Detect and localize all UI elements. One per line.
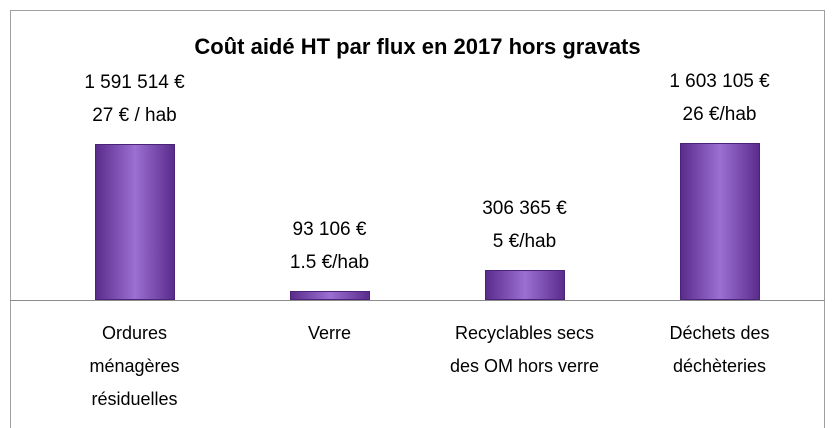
bar	[94, 144, 175, 300]
per-capita-label: 1.5 €/hab	[289, 251, 370, 273]
chart-title: Coût aidé HT par flux en 2017 hors grava…	[194, 34, 641, 59]
per-capita-label: 5 €/hab	[492, 230, 557, 252]
value-label: 1 591 514 €	[84, 72, 185, 94]
chart-frame	[10, 10, 825, 428]
value-label: 1 603 105 €	[669, 71, 770, 92]
bar	[679, 143, 760, 300]
category-label: Ordures ménagères résiduelles	[89, 323, 180, 409]
bar	[289, 290, 370, 300]
per-capita-label: 26 €/hab	[682, 104, 757, 125]
value-label: 306 365 €	[482, 197, 567, 219]
per-capita-label: 27 € / hab	[92, 105, 177, 127]
category-label: Recyclables secs des OM hors verre	[449, 323, 600, 376]
baseline	[10, 300, 825, 301]
category-label: Verre	[307, 323, 352, 343]
bar	[484, 269, 565, 300]
value-label: 93 106 €	[292, 218, 367, 240]
category-label: Déchets des déchèteries	[669, 323, 770, 376]
